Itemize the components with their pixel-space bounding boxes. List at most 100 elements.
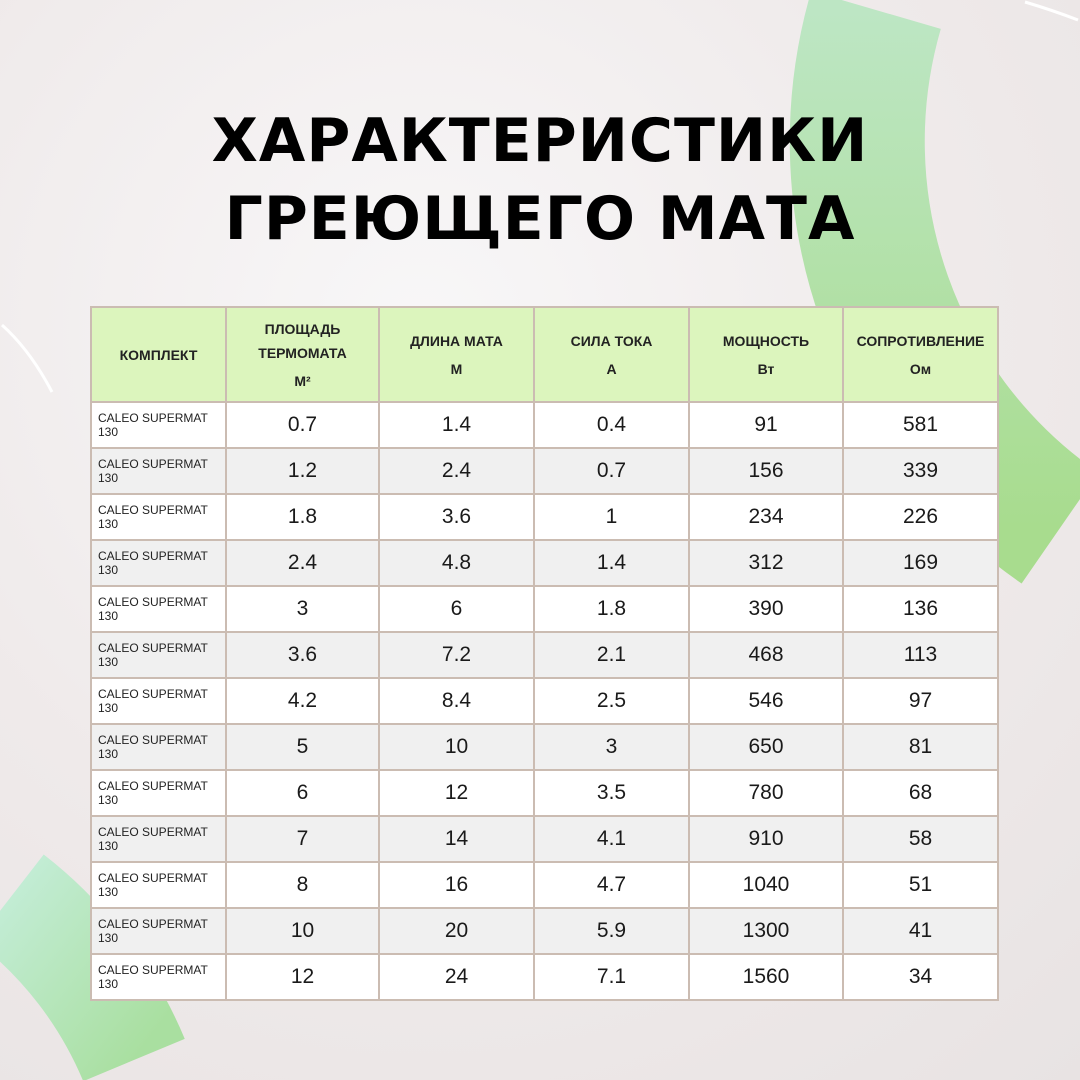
column-header-unit: М² [294,372,311,389]
kit-name-cell: CALEO SUPERMAT 130 [90,861,227,909]
value-cell: 136 [842,585,999,633]
value-cell: 8.4 [378,677,535,725]
table-row: CALEO SUPERMAT 130 10 20 5.9 1300 41 [90,907,999,955]
table-row: CALEO SUPERMAT 130 4.2 8.4 2.5 546 97 [90,677,999,725]
kit-name-cell: CALEO SUPERMAT 130 [90,493,227,541]
value-cell: 910 [688,815,844,863]
table-row: CALEO SUPERMAT 130 5 10 3 650 81 [90,723,999,771]
value-cell: 156 [688,447,844,495]
value-cell: 3 [533,723,690,771]
value-cell: 16 [378,861,535,909]
value-cell: 390 [688,585,844,633]
value-cell: 4.8 [378,539,535,587]
table-row: CALEO SUPERMAT 130 3.6 7.2 2.1 468 113 [90,631,999,679]
value-cell: 7.1 [533,953,690,1001]
kit-name-cell: CALEO SUPERMAT 130 [90,677,227,725]
kit-name-cell: CALEO SUPERMAT 130 [90,447,227,495]
table-row: CALEO SUPERMAT 130 2.4 4.8 1.4 312 169 [90,539,999,587]
column-header: ПЛОЩАДЬ ТЕРМОМАТА М² [225,306,380,403]
value-cell: 4.7 [533,861,690,909]
value-cell: 2.1 [533,631,690,679]
value-cell: 1 [533,493,690,541]
column-header-unit: Вт [757,360,775,377]
value-cell: 68 [842,769,999,817]
kit-name-cell: CALEO SUPERMAT 130 [90,953,227,1001]
table-row: CALEO SUPERMAT 130 12 24 7.1 1560 34 [90,953,999,1001]
page-title: ХАРАКТЕРИСТИКИ ГРЕЮЩЕГО МАТА [0,102,1080,258]
value-cell: 2.4 [225,539,380,587]
value-cell: 1.8 [533,585,690,633]
specs-table: КОМПЛЕКТ ПЛОЩАДЬ ТЕРМОМАТА М² ДЛИНА МАТА М СИ… [90,306,999,1001]
value-cell: 113 [842,631,999,679]
value-cell: 0.4 [533,401,690,449]
value-cell: 1.8 [225,493,380,541]
table-row: CALEO SUPERMAT 130 8 16 4.7 1040 51 [90,861,999,909]
kit-name-cell: CALEO SUPERMAT 130 [90,723,227,771]
kit-name-cell: CALEO SUPERMAT 130 [90,401,227,449]
white-line-left [1,323,54,393]
value-cell: 650 [688,723,844,771]
value-cell: 81 [842,723,999,771]
white-line-top-right [1024,0,1079,22]
kit-name-cell: CALEO SUPERMAT 130 [90,585,227,633]
value-cell: 14 [378,815,535,863]
value-cell: 8 [225,861,380,909]
value-cell: 1.2 [225,447,380,495]
value-cell: 7 [225,815,380,863]
table-row: CALEO SUPERMAT 130 3 6 1.8 390 136 [90,585,999,633]
table-row: CALEO SUPERMAT 130 0.7 1.4 0.4 91 581 [90,401,999,449]
column-header-label: ДЛИНА МАТА [410,332,503,349]
value-cell: 24 [378,953,535,1001]
value-cell: 97 [842,677,999,725]
value-cell: 4.2 [225,677,380,725]
value-cell: 234 [688,493,844,541]
green-arc-bottom-left [0,854,185,1080]
value-cell: 12 [225,953,380,1001]
table-row: CALEO SUPERMAT 130 1.2 2.4 0.7 156 339 [90,447,999,495]
kit-name-cell: CALEO SUPERMAT 130 [90,907,227,955]
column-header: СИЛА ТОКА А [533,306,690,403]
value-cell: 41 [842,907,999,955]
value-cell: 226 [842,493,999,541]
column-header: ДЛИНА МАТА М [378,306,535,403]
value-cell: 2.5 [533,677,690,725]
value-cell: 5 [225,723,380,771]
column-header-label: СИЛА ТОКА [570,332,653,349]
title-line-2: ГРЕЮЩЕГО МАТА [224,184,856,254]
column-header-unit: А [606,360,617,377]
value-cell: 58 [842,815,999,863]
table-row: CALEO SUPERMAT 130 1.8 3.6 1 234 226 [90,493,999,541]
kit-name-cell: CALEO SUPERMAT 130 [90,631,227,679]
column-header-label: МОЩНОСТЬ [722,332,810,349]
value-cell: 3.5 [533,769,690,817]
column-header: МОЩНОСТЬ Вт [688,306,844,403]
value-cell: 468 [688,631,844,679]
value-cell: 3 [225,585,380,633]
value-cell: 0.7 [533,447,690,495]
value-cell: 10 [225,907,380,955]
kit-name-cell: CALEO SUPERMAT 130 [90,539,227,587]
value-cell: 780 [688,769,844,817]
column-header-unit: М [450,360,463,377]
column-header: СОПРОТИВЛЕНИЕ Ом [842,306,999,403]
value-cell: 6 [378,585,535,633]
value-cell: 7.2 [378,631,535,679]
value-cell: 1.4 [378,401,535,449]
value-cell: 312 [688,539,844,587]
value-cell: 4.1 [533,815,690,863]
value-cell: 6 [225,769,380,817]
value-cell: 581 [842,401,999,449]
value-cell: 51 [842,861,999,909]
column-header-label: КОМПЛЕКТ [119,346,198,363]
value-cell: 339 [842,447,999,495]
value-cell: 91 [688,401,844,449]
value-cell: 1040 [688,861,844,909]
column-header-label: СОПРОТИВЛЕНИЕ [856,332,985,349]
value-cell: 1.4 [533,539,690,587]
value-cell: 1560 [688,953,844,1001]
value-cell: 3.6 [225,631,380,679]
value-cell: 5.9 [533,907,690,955]
value-cell: 2.4 [378,447,535,495]
table-row: CALEO SUPERMAT 130 6 12 3.5 780 68 [90,769,999,817]
value-cell: 546 [688,677,844,725]
